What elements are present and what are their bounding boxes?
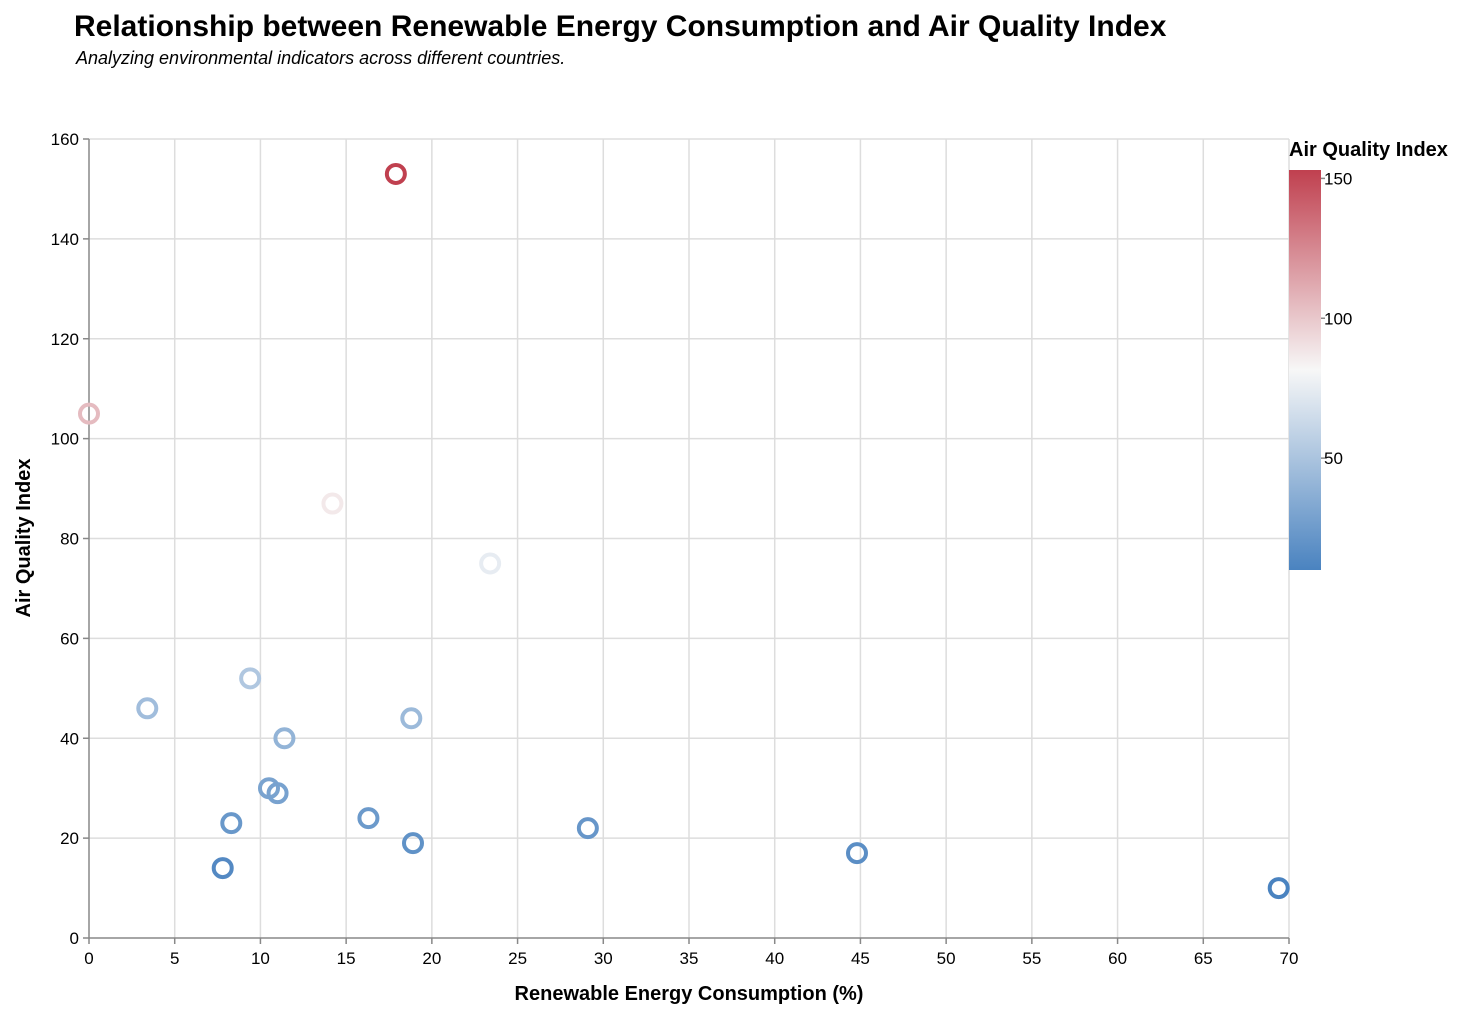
data-point [266,782,289,805]
y-tick-label: 60 [60,629,79,648]
data-point [402,832,424,855]
x-tick-label: 0 [84,949,93,968]
data-point [479,552,502,575]
color-legend: Air Quality Index 50 100 150 [1289,139,1448,570]
x-tick-label: 15 [337,949,356,968]
data-point [1267,877,1290,900]
x-tick-label: 60 [1108,949,1127,968]
legend-title: Air Quality Index [1289,139,1448,161]
chart-title: Relationship between Renewable Energy Co… [74,10,1167,43]
y-tick-label: 0 [70,929,79,948]
x-tick-label: 40 [765,949,784,968]
data-point [78,402,100,425]
y-tick-label: 100 [51,430,79,449]
data-point [846,842,868,865]
x-axis-label: Renewable Energy Consumption (%) [515,983,864,1005]
x-tick-label: 20 [422,949,441,968]
grid [89,138,1290,938]
legend-ticks: 50 100 150 [1321,169,1352,468]
data-point [220,812,243,835]
y-tick-label: 140 [51,230,79,249]
x-tick-label: 25 [508,949,527,968]
data-point [239,667,262,690]
x-axis-ticks: 0 5 10 15 20 25 30 35 40 45 50 55 60 65 70 [84,938,1298,968]
data-point [357,807,380,830]
data-point [211,857,234,880]
data-point [273,727,296,750]
y-tick-label: 20 [60,829,79,848]
x-tick-label: 45 [851,949,870,968]
x-tick-label: 30 [594,949,613,968]
x-tick-label: 35 [680,949,699,968]
data-point [400,707,423,730]
legend-tick-label: 50 [1324,449,1343,468]
data-point [576,817,599,840]
y-tick-label: 120 [51,330,79,349]
x-tick-label: 10 [251,949,270,968]
data-point [384,162,407,185]
legend-tick-label: 100 [1324,309,1352,328]
y-axis-label: Air Quality Index [13,459,35,618]
x-tick-label: 50 [937,949,956,968]
legend-gradient-bar [1289,170,1321,570]
data-points [78,162,1290,900]
y-tick-label: 40 [60,729,79,748]
y-tick-label: 80 [60,530,79,549]
x-tick-label: 5 [170,949,179,968]
x-tick-label: 55 [1022,949,1041,968]
x-tick-label: 65 [1194,949,1213,968]
data-point [321,492,344,515]
legend-tick-label: 150 [1324,169,1352,188]
y-axis-ticks: 0 20 40 60 80 100 120 140 160 [51,130,89,948]
x-tick-label: 70 [1280,949,1299,968]
data-point [136,697,159,720]
chart-subtitle: Analyzing environmental indicators acros… [75,48,565,68]
y-tick-label: 160 [51,130,79,149]
